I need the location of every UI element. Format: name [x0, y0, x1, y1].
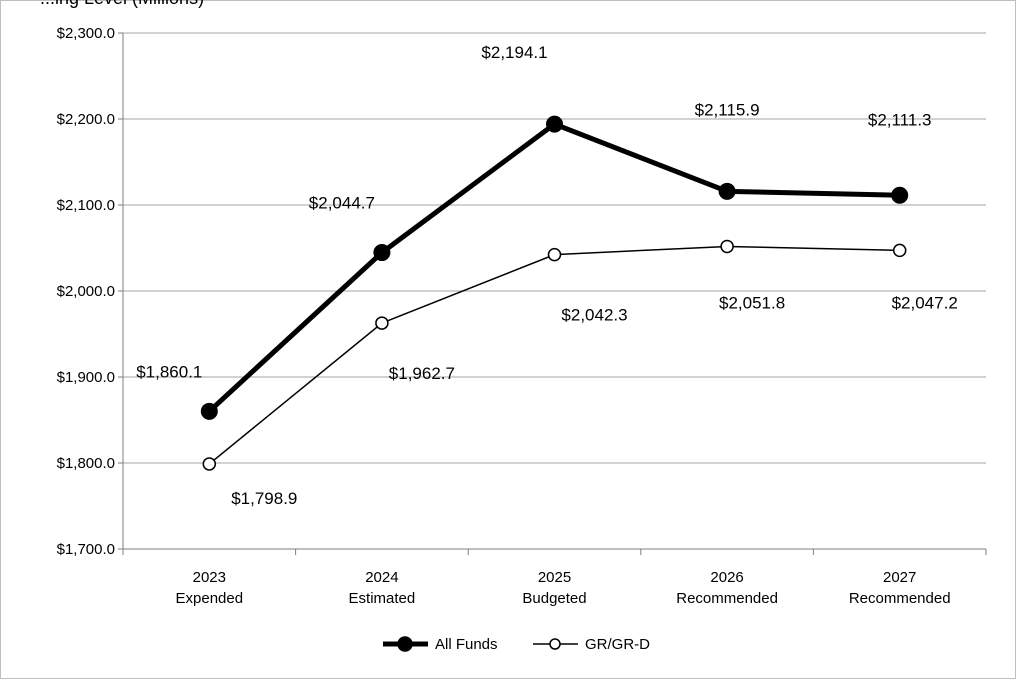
data-label: $2,111.3	[868, 110, 932, 129]
x-tick-label: 2025 Budgeted	[522, 569, 586, 607]
y-tick-label: $1,900.0	[57, 369, 115, 386]
data-label: $2,044.7	[309, 194, 375, 213]
data-point	[718, 182, 736, 200]
y-tick-label: $1,700.0	[57, 541, 115, 558]
data-point	[202, 457, 217, 471]
data-point	[891, 186, 909, 204]
data-label: $1,860.1	[136, 362, 202, 381]
data-point	[892, 243, 907, 258]
data-label: $2,047.2	[892, 293, 958, 312]
y-tick-label: $2,000.0	[57, 283, 115, 300]
data-label: $1,962.7	[389, 364, 455, 383]
x-tick-label: 2027 Recommended	[849, 569, 951, 607]
data-label: $1,798.9	[231, 489, 297, 508]
x-tick-label: 2026 Recommended	[676, 569, 778, 607]
data-label: $2,194.1	[481, 43, 547, 62]
data-label: $2,051.8	[719, 293, 785, 312]
y-tick-label: $2,100.0	[57, 197, 115, 214]
data-point	[375, 316, 389, 330]
legend-label: GR/GR-D	[585, 636, 650, 653]
legend-label: All Funds	[435, 636, 498, 653]
y-tick-label: $1,800.0	[57, 455, 115, 472]
data-label: $2,115.9	[695, 100, 760, 119]
legend-swatch-marker	[397, 636, 413, 652]
series-line-gr-gr-d	[208, 245, 900, 465]
data-point	[200, 402, 218, 420]
data-point	[546, 115, 563, 133]
chart-title: ...ing Level (Millions)	[40, 0, 204, 9]
series-line-all-funds	[207, 121, 900, 414]
data-point	[547, 247, 562, 262]
x-tick-label: 2023 Expended	[176, 569, 244, 607]
y-tick-label: $2,300.0	[57, 25, 115, 42]
legend-swatch-marker	[549, 638, 561, 650]
x-tick-label: 2024 Estimated	[349, 569, 416, 607]
data-point	[373, 244, 391, 262]
data-point	[720, 239, 734, 254]
y-tick-label: $2,200.0	[57, 111, 115, 128]
data-label: $2,042.3	[561, 306, 627, 325]
